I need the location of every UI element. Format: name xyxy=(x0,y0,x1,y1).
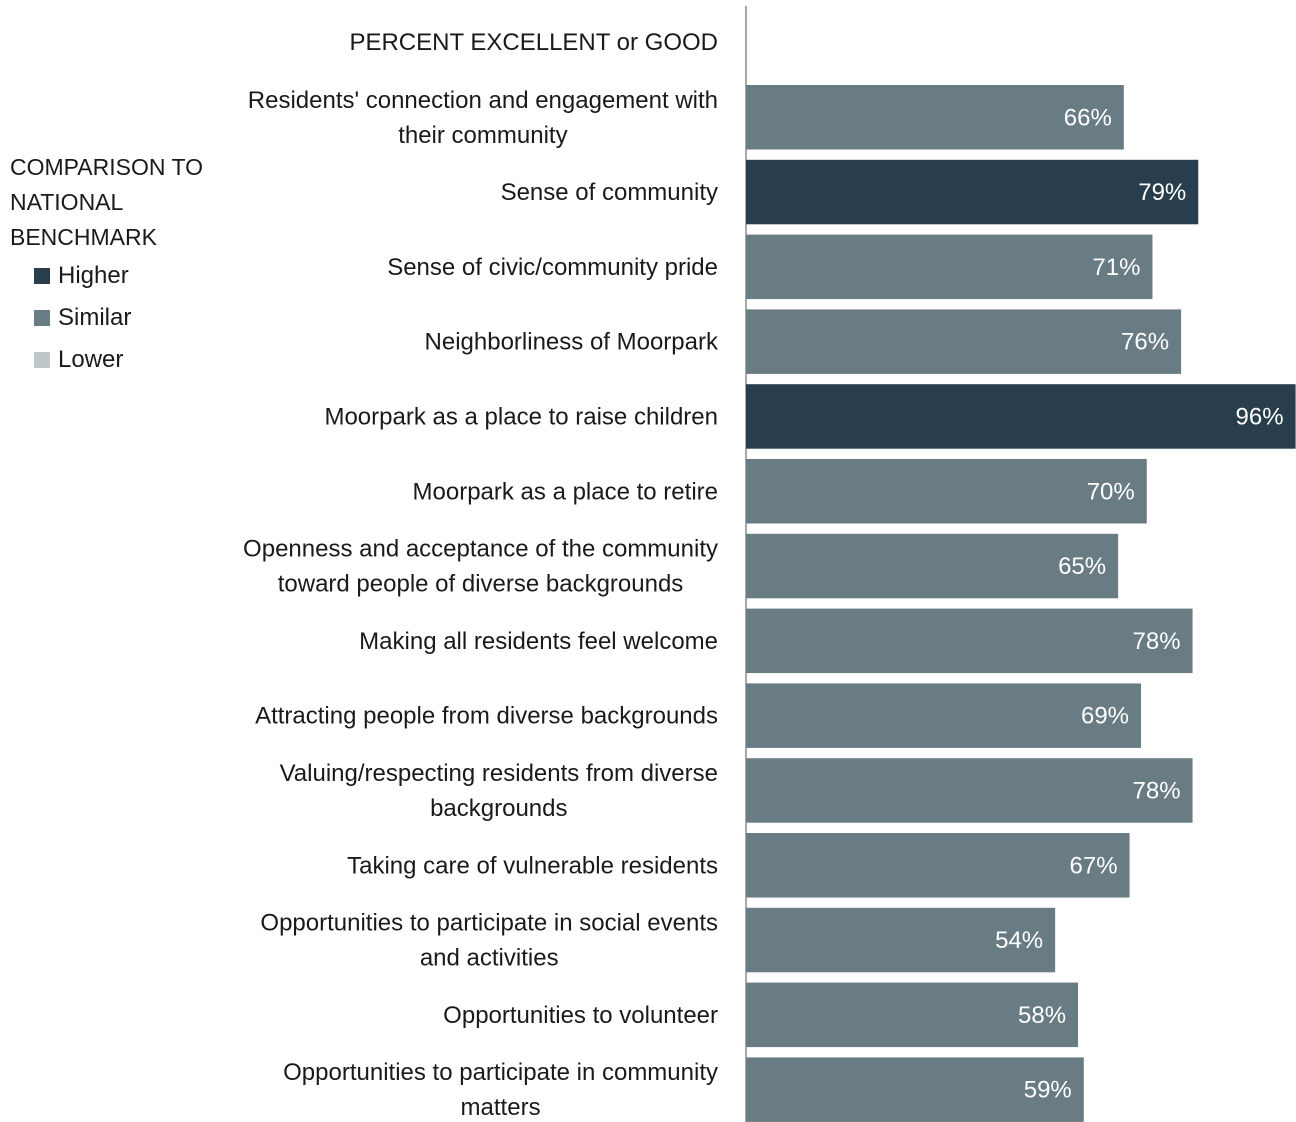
category-label: Taking care of vulnerable residents xyxy=(347,852,718,879)
category-label: Valuing/respecting residents from divers… xyxy=(280,760,718,787)
legend: COMPARISON TO NATIONAL BENCHMARK Higher … xyxy=(10,150,230,381)
legend-item-lower: Lower xyxy=(10,339,230,381)
legend-item-similar: Similar xyxy=(10,297,230,339)
value-label: 78% xyxy=(1133,777,1181,804)
bar xyxy=(746,982,1079,1048)
category-label: their community xyxy=(398,122,567,149)
category-label: toward people of diverse backgrounds xyxy=(278,571,684,598)
legend-item-higher: Higher xyxy=(10,255,230,297)
legend-swatch-lower xyxy=(34,352,50,368)
category-labels-group: Residents' connection and engagement wit… xyxy=(243,87,719,1121)
bar xyxy=(746,309,1182,374)
bar xyxy=(746,907,1056,973)
category-label: Making all residents feel welcome xyxy=(359,628,718,655)
category-label: Sense of civic/community pride xyxy=(387,254,718,281)
category-label: Moorpark as a place to raise children xyxy=(324,403,718,430)
legend-title: COMPARISON TO NATIONAL BENCHMARK xyxy=(10,154,203,250)
legend-label-higher: Higher xyxy=(58,262,129,289)
value-label: 67% xyxy=(1070,852,1118,879)
category-label: Neighborliness of Moorpark xyxy=(425,329,719,356)
legend-swatch-higher xyxy=(34,268,50,284)
value-label: 58% xyxy=(1018,1002,1066,1029)
value-label: 70% xyxy=(1087,478,1135,505)
bar xyxy=(746,85,1124,150)
bars-group xyxy=(746,85,1296,1122)
value-label: 66% xyxy=(1064,104,1112,131)
category-label: Sense of community xyxy=(501,179,718,206)
value-labels-group: 66% 79% 71% 76% 96% 70% 65% 78% 69% 78% 67% 54% 58% 5… xyxy=(995,104,1283,1103)
bar xyxy=(746,384,1296,449)
legend-label-lower: Lower xyxy=(58,346,124,373)
legend-label-similar: Similar xyxy=(58,304,132,331)
value-label: 79% xyxy=(1138,179,1186,206)
chart-title: PERCENT EXCELLENT or GOOD xyxy=(349,29,718,56)
category-label: and activities xyxy=(420,945,559,972)
bar xyxy=(746,533,1119,599)
category-label: Opportunities to participate in communit… xyxy=(283,1059,718,1086)
bar xyxy=(746,1057,1084,1122)
category-label: Attracting people from diverse backgroun… xyxy=(255,703,718,730)
bar xyxy=(746,234,1153,300)
value-label: 65% xyxy=(1058,553,1106,580)
bar xyxy=(746,683,1142,748)
category-label: backgrounds xyxy=(430,795,567,822)
bar xyxy=(746,833,1130,898)
category-label: Opportunities to participate in social e… xyxy=(260,910,718,937)
category-label: Opportunities to volunteer xyxy=(443,1002,718,1029)
value-label: 59% xyxy=(1024,1077,1072,1104)
value-label: 54% xyxy=(995,927,1043,954)
value-label: 96% xyxy=(1236,403,1284,430)
value-label: 76% xyxy=(1121,329,1169,356)
legend-swatch-similar xyxy=(34,310,50,326)
category-label: Residents' connection and engagement wit… xyxy=(248,87,718,114)
bar xyxy=(746,159,1199,225)
value-label: 71% xyxy=(1092,254,1140,281)
category-label: Moorpark as a place to retire xyxy=(413,478,718,505)
category-label: Openness and acceptance of the community xyxy=(243,536,718,563)
category-label: matters xyxy=(461,1094,541,1121)
value-label: 69% xyxy=(1081,703,1129,730)
value-label: 78% xyxy=(1133,628,1181,655)
bar xyxy=(746,459,1147,524)
bar xyxy=(746,608,1193,674)
bar xyxy=(746,758,1193,823)
